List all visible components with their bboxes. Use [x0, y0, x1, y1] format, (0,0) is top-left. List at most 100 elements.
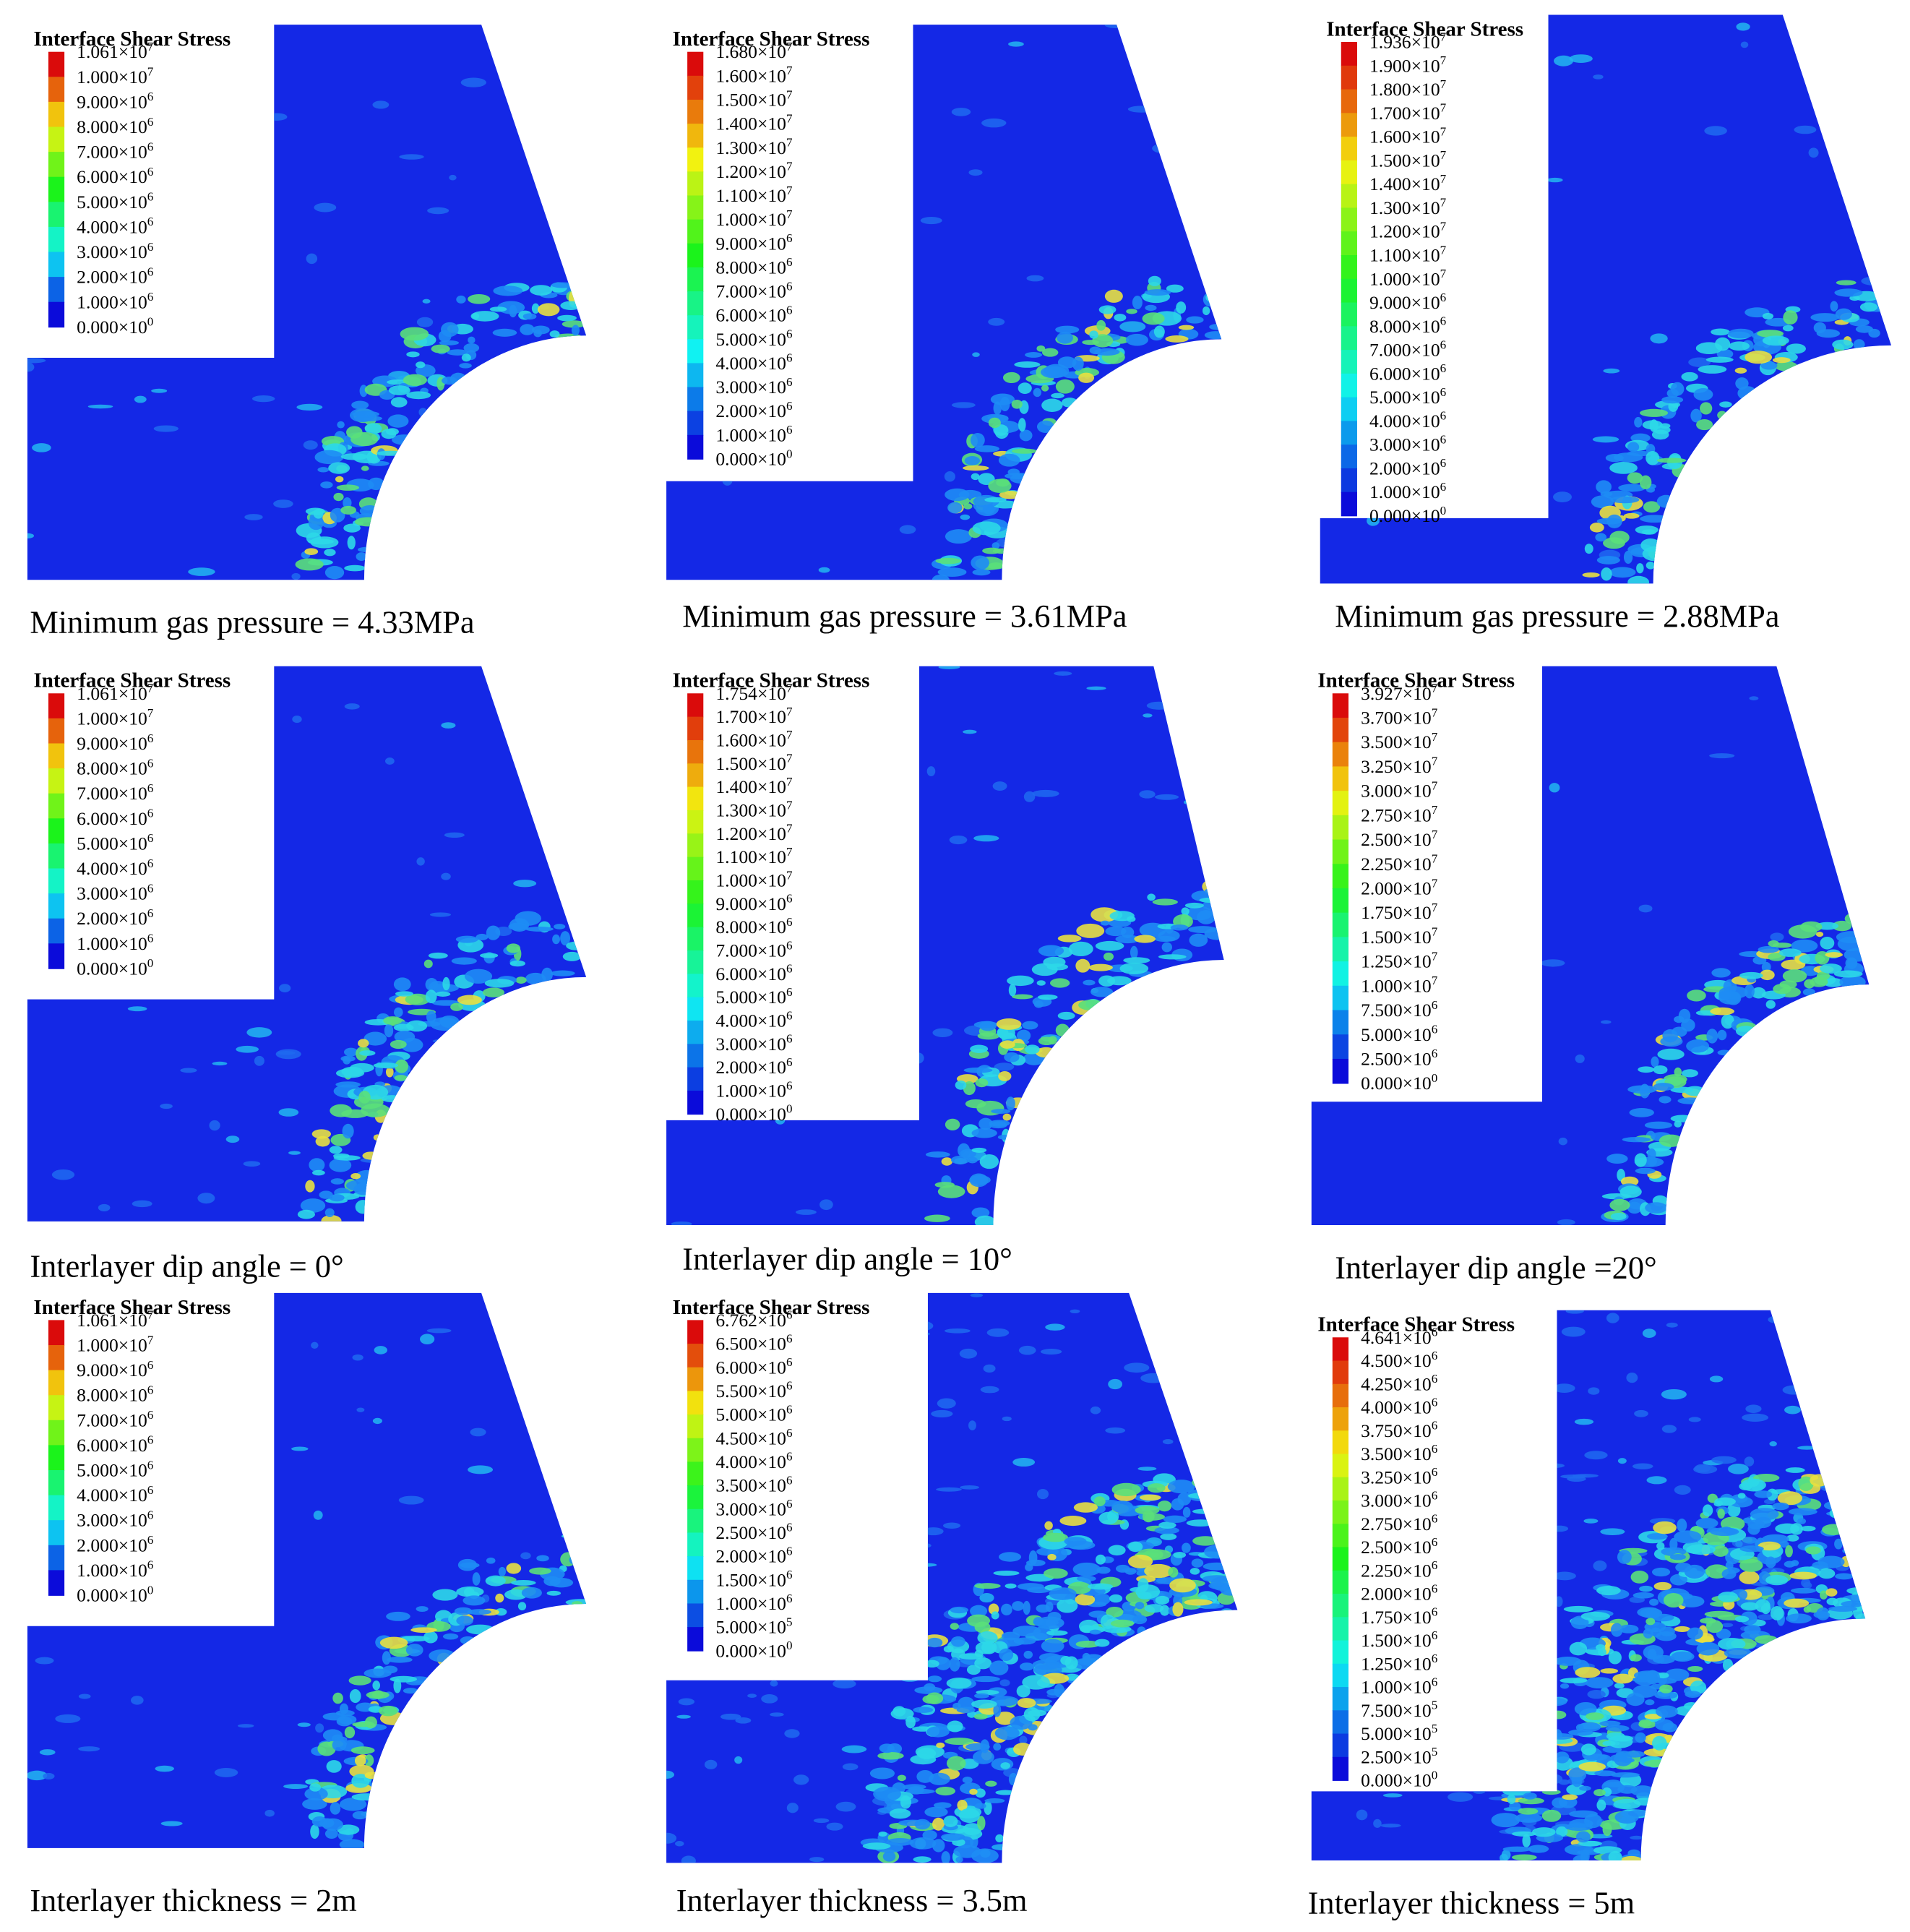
colorbar-segment [687, 411, 704, 436]
legend-label: 1.600×107 [715, 64, 793, 86]
label-exponent: 6 [786, 1402, 793, 1416]
contour-patch [1054, 1683, 1065, 1698]
contour-patch [492, 328, 517, 337]
legend-label: 1.500×107 [1369, 148, 1447, 171]
contour-patch [1165, 335, 1189, 343]
colorbar-segment [1341, 207, 1357, 233]
contour-patch [339, 1839, 365, 1848]
contour-patch [1659, 1684, 1673, 1693]
label-exponent: 7 [786, 184, 793, 197]
label-exponent: 6 [1432, 1349, 1438, 1362]
contour-patch [1627, 1201, 1642, 1214]
legend-label: 1.300×107 [1369, 196, 1447, 218]
contour-patch [998, 453, 1020, 467]
legend-label: 2.500×107 [1361, 828, 1438, 850]
model-domain [666, 1292, 1238, 1863]
label-exponent: 6 [147, 90, 154, 103]
contour-patch [991, 1109, 1011, 1114]
contour-patch [1841, 1600, 1864, 1607]
contour-patch [1560, 1683, 1570, 1689]
contour-patch [455, 935, 478, 943]
colorbar-segment [687, 1067, 704, 1091]
label-exponent: 7 [1432, 755, 1438, 768]
contour-patch [479, 953, 499, 958]
contour-patch [314, 450, 344, 465]
contour-patch [1612, 1673, 1633, 1684]
label-exponent: 6 [1440, 291, 1447, 304]
colorbar-segment [1341, 89, 1357, 114]
contour-speck [130, 1696, 144, 1705]
contour-patch [1810, 313, 1840, 322]
label-exponent: 7 [1440, 243, 1447, 257]
contour-patch [435, 991, 451, 997]
contour-speck [214, 1767, 238, 1777]
contour-patch [531, 303, 540, 314]
legend-label: 1.200×107 [1369, 220, 1447, 242]
label-mantissa: 1.250×10 [1361, 951, 1432, 972]
label-mantissa: 3.250×10 [1361, 1467, 1432, 1487]
contour-speck [1070, 1309, 1080, 1313]
legend-label: 5.000×106 [715, 327, 793, 350]
label-mantissa: 5.000×10 [715, 329, 786, 350]
contour-patch [971, 1147, 987, 1153]
contour-patch [995, 1834, 1004, 1843]
contour-patch [386, 1611, 410, 1621]
contour-speck [160, 1821, 183, 1826]
legend-label: 4.000×106 [715, 1450, 793, 1472]
colorbar-segment [1332, 1594, 1348, 1618]
contour-patch [958, 1143, 971, 1158]
contour-patch [1089, 330, 1098, 339]
legend-label: 2.000×106 [77, 906, 154, 929]
contour-patch [379, 1705, 398, 1717]
contour-patch [1758, 945, 1779, 953]
legend-label: 3.000×106 [77, 1508, 154, 1530]
contour-patch [498, 1566, 506, 1576]
label-exponent: 6 [1432, 1605, 1438, 1619]
contour-patch [1120, 927, 1135, 938]
contour-patch [442, 1633, 459, 1640]
contour-patch [1830, 301, 1838, 312]
contour-speck [1108, 1378, 1123, 1390]
label-exponent: 5 [1432, 1722, 1438, 1735]
contour-speck [923, 1527, 944, 1536]
contour-patch [1011, 448, 1038, 454]
label-mantissa: 3.000×10 [715, 1034, 786, 1055]
contour-patch [1018, 382, 1032, 395]
contour-patch [1719, 401, 1732, 408]
legend-label: 1.061×107 [77, 1308, 154, 1331]
contour-patch [1610, 1212, 1627, 1221]
contour-patch [913, 1706, 934, 1713]
contour-patch [1073, 1502, 1098, 1513]
contour-patch [1614, 1811, 1639, 1824]
contour-patch [1036, 1604, 1050, 1613]
legend-label: 8.000×106 [77, 756, 154, 778]
label-mantissa: 0.000×10 [715, 449, 786, 470]
legend-label: 1.500×107 [715, 87, 793, 110]
contour-patch [1711, 968, 1731, 978]
colorbar-segment [687, 739, 704, 765]
contour-patch [1755, 1599, 1771, 1613]
contour-speck [926, 766, 936, 777]
legend-label: 1.000×107 [715, 207, 793, 230]
contour-patch [1511, 1854, 1537, 1860]
contour-patch [1057, 935, 1082, 943]
contour-speck [288, 1151, 301, 1155]
contour-patch [978, 1117, 993, 1130]
contour-patch [1635, 1732, 1646, 1743]
contour-patch [991, 542, 1000, 549]
contour-speck [291, 1446, 309, 1451]
contour-patch [1144, 289, 1171, 296]
contour-patch [1623, 512, 1640, 519]
label-mantissa: 3.750×10 [1361, 1420, 1432, 1441]
label-exponent: 6 [147, 1558, 154, 1572]
colorbar-segment [1332, 864, 1348, 889]
contour-patch [969, 1788, 978, 1795]
colorbar-segment [687, 1414, 704, 1439]
contour-speck [1770, 932, 1784, 942]
contour-patch [1646, 1618, 1656, 1626]
contour-patch [902, 1784, 926, 1790]
contour-patch [329, 1194, 345, 1202]
contour-patch [1606, 1154, 1628, 1164]
contour-speck [297, 1722, 311, 1727]
label-mantissa: 8.000×10 [1369, 316, 1440, 337]
